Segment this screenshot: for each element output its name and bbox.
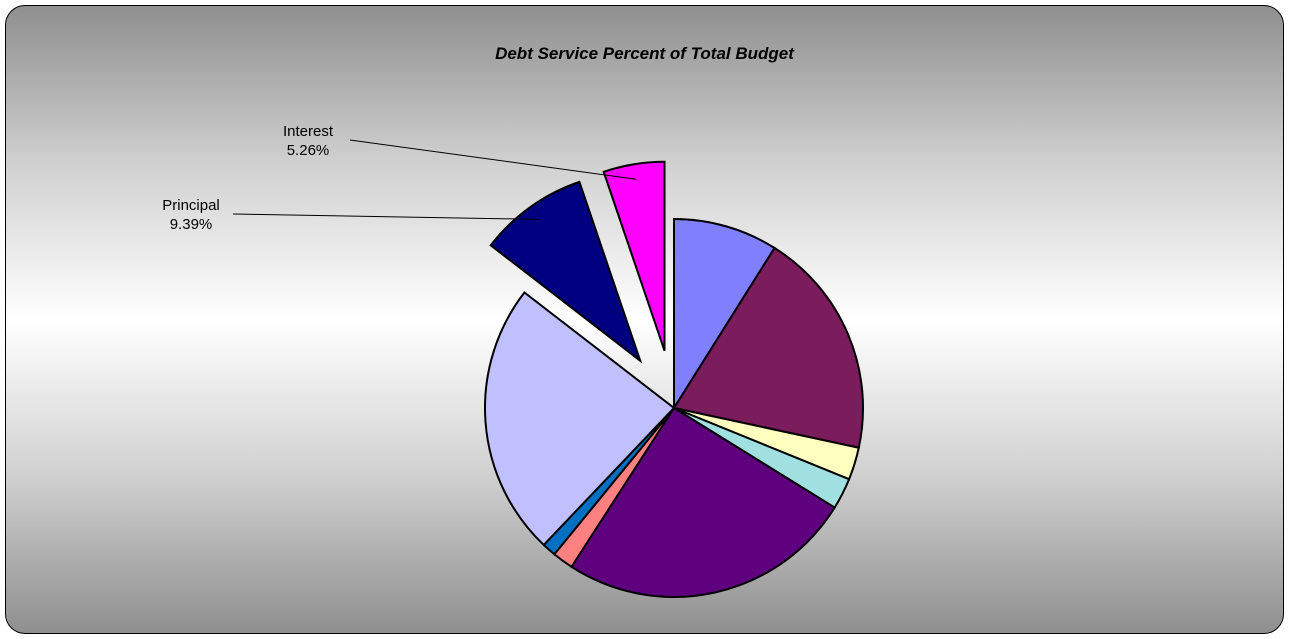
- pie-slice-interest: [602, 160, 666, 352]
- pie-slice-principal: [489, 180, 643, 364]
- slice-label-value: 5.26%: [287, 142, 330, 159]
- leader-line: [349, 139, 637, 180]
- slice-label-name: Interest: [283, 123, 334, 140]
- slice-label-value: 9.39%: [170, 216, 213, 233]
- pie-chart: Principal 9.39% Interest 5.26%: [162, 123, 864, 598]
- pie-slice-8: [484, 291, 676, 547]
- chart-area: Debt Service Percent of Total Budget Pri…: [5, 5, 1284, 634]
- chart-title: Debt Service Percent of Total Budget: [495, 44, 794, 63]
- pie-slice-2: [672, 246, 864, 449]
- leader-line: [232, 213, 540, 220]
- slice-label-name: Principal: [162, 197, 220, 214]
- pie-slice-1: [673, 217, 776, 412]
- pie-slice-5: [570, 406, 837, 598]
